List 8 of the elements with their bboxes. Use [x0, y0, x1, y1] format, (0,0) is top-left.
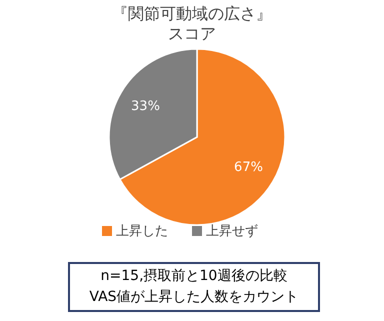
chart-subtitle: スコア	[167, 24, 217, 44]
legend-label: 上昇せず	[206, 224, 258, 239]
chart-title: 『関節可動域の広さ』	[111, 4, 273, 24]
text: VAS値が上昇した人数をカウント	[88, 288, 300, 307]
data-label: 67%	[234, 160, 263, 175]
data-label: 33%	[131, 99, 160, 114]
legend-label: 上昇した	[116, 224, 168, 239]
text: n=15,摂取前と10週後の比較	[100, 267, 288, 286]
